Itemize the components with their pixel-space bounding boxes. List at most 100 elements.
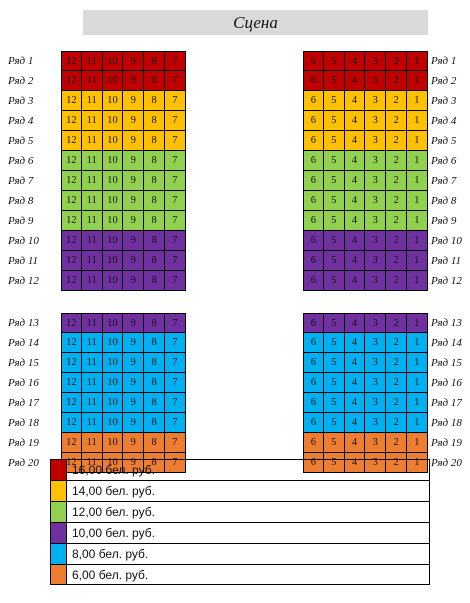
seat[interactable]: 4	[344, 111, 366, 131]
seat[interactable]: 10	[102, 151, 124, 171]
seat[interactable]: 1	[406, 433, 428, 453]
seat[interactable]: 7	[164, 51, 186, 71]
seat[interactable]: 2	[386, 211, 407, 231]
seat[interactable]: 11	[81, 313, 103, 333]
seat[interactable]: 2	[386, 231, 407, 251]
seat[interactable]: 7	[164, 251, 186, 271]
seat[interactable]: 11	[81, 373, 103, 393]
seat[interactable]: 5	[323, 231, 345, 251]
seat[interactable]: 3	[365, 131, 387, 151]
seat[interactable]: 4	[344, 131, 366, 151]
seat[interactable]: 11	[81, 71, 103, 91]
seat[interactable]: 6	[303, 151, 324, 171]
seat[interactable]: 6	[303, 171, 324, 191]
seat[interactable]: 2	[386, 251, 407, 271]
seat[interactable]: 8	[144, 271, 165, 291]
seat[interactable]: 2	[386, 373, 407, 393]
seat[interactable]: 10	[102, 393, 124, 413]
seat[interactable]: 10	[102, 171, 124, 191]
seat[interactable]: 12	[61, 191, 82, 211]
seat[interactable]: 8	[144, 131, 165, 151]
seat[interactable]: 3	[365, 171, 387, 191]
seat[interactable]: 4	[344, 211, 366, 231]
seat[interactable]: 10	[102, 413, 124, 433]
seat[interactable]: 2	[386, 271, 407, 291]
seat[interactable]: 12	[61, 131, 82, 151]
seat[interactable]: 5	[323, 271, 345, 291]
seat[interactable]: 9	[123, 91, 145, 111]
seat[interactable]: 11	[81, 251, 103, 271]
seat[interactable]: 8	[144, 413, 165, 433]
seat[interactable]: 7	[164, 231, 186, 251]
seat[interactable]: 5	[323, 91, 345, 111]
seat[interactable]: 2	[386, 131, 407, 151]
seat[interactable]: 6	[303, 71, 324, 91]
seat[interactable]: 7	[164, 91, 186, 111]
seat[interactable]: 3	[365, 453, 387, 473]
seat[interactable]: 2	[386, 151, 407, 171]
seat[interactable]: 2	[386, 413, 407, 433]
seat[interactable]: 8	[144, 453, 165, 473]
seat[interactable]: 8	[144, 433, 165, 453]
seat[interactable]: 4	[344, 313, 366, 333]
seat[interactable]: 5	[323, 433, 345, 453]
seat[interactable]: 1	[406, 453, 428, 473]
seat[interactable]: 9	[123, 171, 145, 191]
seat[interactable]: 3	[365, 111, 387, 131]
seat[interactable]: 6	[303, 131, 324, 151]
seat[interactable]: 4	[344, 51, 366, 71]
seat[interactable]: 8	[144, 251, 165, 271]
seat[interactable]: 10	[102, 433, 124, 453]
seat[interactable]: 11	[81, 131, 103, 151]
seat[interactable]: 4	[344, 433, 366, 453]
seat[interactable]: 9	[123, 251, 145, 271]
seat[interactable]: 12	[61, 333, 82, 353]
seat[interactable]: 11	[81, 111, 103, 131]
seat[interactable]: 9	[123, 211, 145, 231]
seat[interactable]: 8	[144, 313, 165, 333]
seat[interactable]: 10	[102, 353, 124, 373]
seat[interactable]: 6	[303, 191, 324, 211]
seat[interactable]: 1	[406, 171, 428, 191]
seat[interactable]: 6	[303, 453, 324, 473]
seat[interactable]: 3	[365, 313, 387, 333]
seat[interactable]: 8	[144, 333, 165, 353]
seat[interactable]: 9	[123, 313, 145, 333]
seat[interactable]: 1	[406, 271, 428, 291]
seat[interactable]: 8	[144, 231, 165, 251]
seat[interactable]: 5	[323, 111, 345, 131]
seat[interactable]: 2	[386, 51, 407, 71]
seat[interactable]: 1	[406, 91, 428, 111]
seat[interactable]: 10	[102, 191, 124, 211]
seat[interactable]: 2	[386, 333, 407, 353]
seat[interactable]: 4	[344, 271, 366, 291]
seat[interactable]: 12	[61, 373, 82, 393]
seat[interactable]: 12	[61, 111, 82, 131]
seat[interactable]: 9	[123, 373, 145, 393]
seat[interactable]: 9	[123, 433, 145, 453]
seat[interactable]: 10	[102, 71, 124, 91]
seat[interactable]: 11	[81, 151, 103, 171]
seat[interactable]: 4	[344, 373, 366, 393]
seat[interactable]: 12	[61, 231, 82, 251]
seat[interactable]: 12	[61, 353, 82, 373]
seat[interactable]: 4	[344, 353, 366, 373]
seat[interactable]: 4	[344, 333, 366, 353]
seat[interactable]: 10	[102, 313, 124, 333]
seat[interactable]: 5	[323, 313, 345, 333]
seat[interactable]: 10	[102, 271, 124, 291]
seat[interactable]: 8	[144, 353, 165, 373]
seat[interactable]: 6	[303, 333, 324, 353]
seat[interactable]: 5	[323, 333, 345, 353]
seat[interactable]: 5	[323, 51, 345, 71]
seat[interactable]: 2	[386, 433, 407, 453]
seat[interactable]: 7	[164, 131, 186, 151]
seat[interactable]: 10	[102, 91, 124, 111]
seat[interactable]: 3	[365, 251, 387, 271]
seat[interactable]: 6	[303, 313, 324, 333]
seat[interactable]: 2	[386, 71, 407, 91]
seat[interactable]: 9	[123, 151, 145, 171]
seat[interactable]: 7	[164, 413, 186, 433]
seat[interactable]: 6	[303, 271, 324, 291]
seat[interactable]: 9	[123, 271, 145, 291]
